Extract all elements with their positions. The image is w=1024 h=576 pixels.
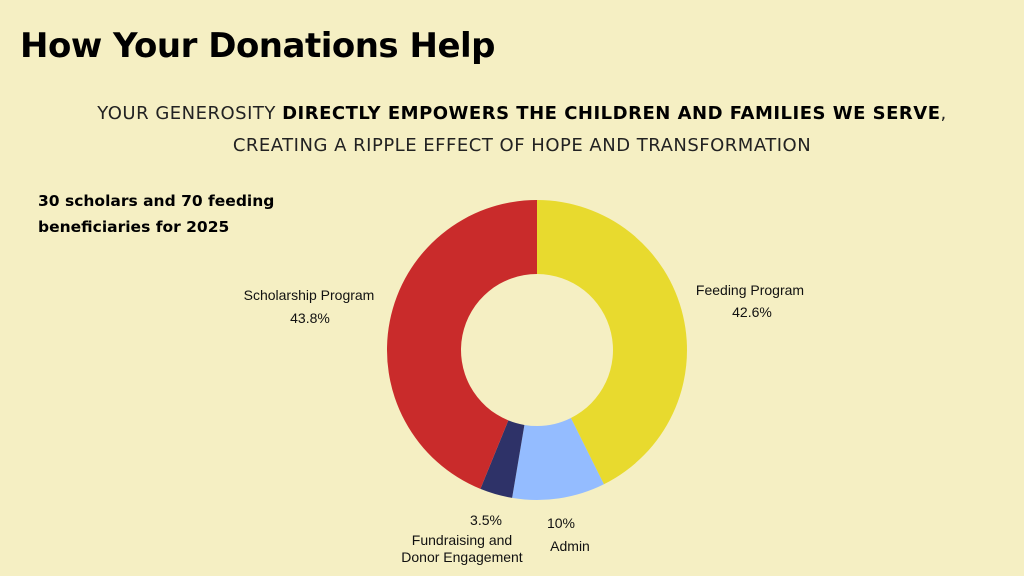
label-feeding-program: Feeding Program xyxy=(696,282,804,298)
note-line-2: beneficiaries for 2025 xyxy=(38,218,230,236)
subtitle-lead: YOUR GENEROSITY xyxy=(97,103,283,124)
subtitle: YOUR GENEROSITY DIRECTLY EMPOWERS THE CH… xyxy=(20,98,1024,162)
beneficiaries-note: 30 scholars and 70 feeding beneficiaries… xyxy=(38,188,318,240)
subtitle-emphasis: DIRECTLY EMPOWERS THE CHILDREN AND FAMIL… xyxy=(282,103,941,124)
value-admin: 10% xyxy=(547,515,575,531)
value-fundraising: 3.5% xyxy=(470,512,502,528)
value-scholarship-program: 43.8% xyxy=(290,310,330,326)
subtitle-line-2: CREATING A RIPPLE EFFECT OF HOPE AND TRA… xyxy=(232,135,812,156)
page-title: How Your Donations Help xyxy=(20,26,496,66)
note-line-1: 30 scholars and 70 feeding xyxy=(38,192,275,210)
slice-admin xyxy=(512,418,604,500)
donut-slices xyxy=(387,200,687,500)
label-fundraising-line-2: Donor Engagement xyxy=(401,549,523,565)
value-feeding-program: 42.6% xyxy=(732,304,772,320)
donut-labels: Feeding Program 42.6% 10% Admin 3.5% Fun… xyxy=(244,282,804,565)
subtitle-line-1: YOUR GENEROSITY DIRECTLY EMPOWERS THE CH… xyxy=(20,98,1024,130)
slice-fundraising-and-donor-engagement xyxy=(480,420,525,498)
label-scholarship-program: Scholarship Program xyxy=(244,287,375,303)
subtitle-comma: , xyxy=(940,103,947,124)
slice-scholarship-program xyxy=(387,200,537,489)
label-admin: Admin xyxy=(550,538,590,554)
slice-feeding-program xyxy=(537,200,687,485)
label-fundraising-line-1: Fundraising and xyxy=(412,532,512,548)
